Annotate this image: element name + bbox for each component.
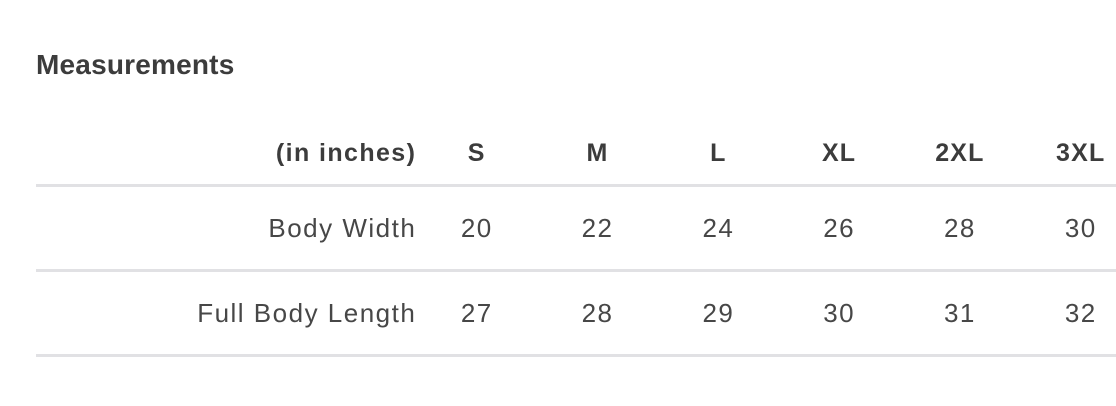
table-header: (in inches) S M L XL 2XL 3XL 4XL bbox=[36, 122, 1116, 186]
table-body: Body Width 20 22 24 26 28 30 32 Full Bod… bbox=[36, 186, 1116, 356]
row-label-body-width: Body Width bbox=[268, 212, 417, 243]
column-header-3xl: 3XL bbox=[1055, 138, 1106, 167]
column-header-xl: XL bbox=[821, 138, 857, 167]
table-row: Full Body Length 27 28 29 30 31 32 33 bbox=[36, 271, 1116, 356]
measurements-table: (in inches) S M L XL 2XL 3XL 4XL Body Wi… bbox=[36, 122, 1116, 357]
cell-body-width-2xl: 28 bbox=[944, 212, 976, 243]
cell-full-body-length-2xl: 31 bbox=[944, 297, 976, 328]
row-label-full-body-length: Full Body Length bbox=[197, 297, 417, 328]
table-header-row: (in inches) S M L XL 2XL 3XL 4XL bbox=[36, 122, 1116, 186]
cell-body-width-m: 22 bbox=[581, 212, 614, 243]
column-header-2xl: 2XL bbox=[935, 138, 985, 167]
cell-body-width-xl: 26 bbox=[823, 212, 855, 243]
column-header-l: L bbox=[710, 138, 727, 167]
cell-body-width-3xl: 30 bbox=[1064, 212, 1097, 243]
cell-full-body-length-l: 29 bbox=[702, 297, 735, 328]
table-row: Body Width 20 22 24 26 28 30 32 bbox=[36, 186, 1116, 271]
cell-body-width-l: 24 bbox=[702, 212, 735, 243]
cell-full-body-length-m: 28 bbox=[581, 297, 614, 328]
column-header-s: S bbox=[467, 138, 486, 167]
cell-full-body-length-xl: 30 bbox=[823, 297, 855, 328]
column-header-m: M bbox=[586, 138, 609, 167]
page-title: Measurements bbox=[36, 49, 235, 80]
cell-full-body-length-s: 27 bbox=[460, 297, 493, 328]
column-header-units: (in inches) bbox=[275, 138, 417, 167]
cell-body-width-s: 20 bbox=[460, 212, 493, 243]
cell-full-body-length-3xl: 32 bbox=[1064, 297, 1097, 328]
size-chart-container: (in inches) S M L XL 2XL 3XL 4XL Body Wi… bbox=[36, 122, 1116, 357]
